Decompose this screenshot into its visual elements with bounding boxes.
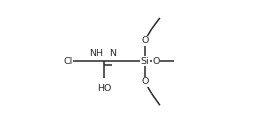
Text: O: O: [141, 77, 149, 86]
Text: O: O: [141, 36, 149, 45]
Text: Cl: Cl: [63, 57, 73, 66]
Text: N: N: [109, 49, 116, 58]
Text: NH: NH: [89, 49, 103, 58]
Text: Si: Si: [140, 57, 149, 66]
Text: HO: HO: [97, 84, 111, 93]
Text: O: O: [152, 57, 159, 66]
